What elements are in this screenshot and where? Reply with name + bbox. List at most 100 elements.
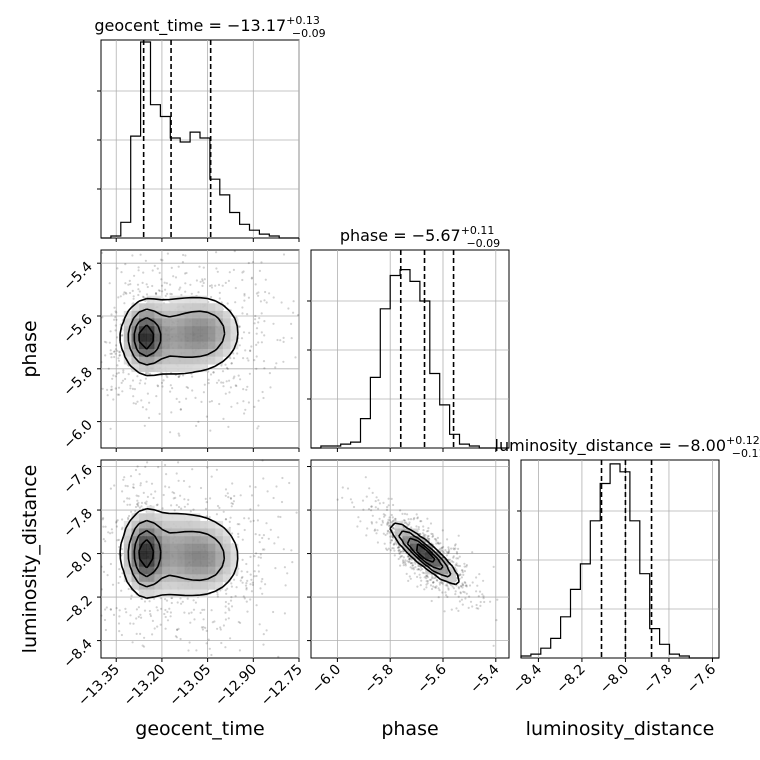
scatter-point: [425, 580, 428, 583]
density-cell: [123, 559, 132, 567]
scatter-point: [192, 599, 195, 602]
scatter-point: [374, 528, 377, 531]
scatter-point: [158, 412, 161, 415]
scatter-point: [120, 334, 123, 337]
scatter-point: [216, 591, 219, 594]
density-cell: [131, 551, 140, 560]
scatter-point: [239, 378, 242, 381]
scatter-point: [463, 562, 466, 565]
scatter-point: [139, 482, 142, 485]
scatter-point: [228, 609, 231, 612]
scatter-point: [394, 517, 397, 520]
density-cell: [177, 581, 186, 590]
scatter-point: [244, 408, 247, 411]
scatter-point: [159, 258, 163, 261]
scatter-point: [198, 265, 201, 268]
scatter-point: [375, 532, 378, 535]
scatter-point: [429, 584, 433, 587]
scatter-point: [193, 618, 196, 621]
density-cell: [177, 566, 186, 575]
scatter-point: [187, 498, 190, 501]
scatter-point: [142, 645, 146, 648]
scatter-point: [195, 279, 198, 282]
scatter-point: [137, 293, 140, 297]
scatter-point: [404, 564, 407, 567]
scatter-point: [106, 574, 109, 577]
scatter-point: [174, 496, 177, 499]
scatter-point: [457, 587, 461, 590]
scatter-point: [435, 585, 438, 588]
scatter-point: [370, 509, 373, 512]
density-cell: [215, 356, 224, 365]
density-cell: [192, 356, 201, 365]
scatter-point: [370, 522, 374, 525]
scatter-point: [239, 579, 242, 582]
panel-title: luminosity_distance = −8.00+0.12−0.11: [495, 434, 760, 460]
scatter-point: [202, 391, 205, 394]
scatter-point: [455, 564, 458, 567]
scatter-point: [393, 531, 396, 534]
scatter-point: [451, 585, 454, 588]
title-main: luminosity_distance = −8.00: [495, 436, 726, 456]
scatter-point: [135, 617, 138, 620]
scatter-point: [229, 386, 232, 389]
scatter-point: [245, 562, 248, 566]
scatter-point: [252, 519, 255, 522]
scatter-point: [100, 565, 103, 568]
scatter-point: [136, 375, 139, 378]
scatter-point: [258, 317, 261, 320]
scatter-point: [146, 392, 149, 395]
scatter-point: [162, 493, 165, 497]
scatter-point: [452, 556, 455, 559]
scatter-point: [408, 523, 411, 526]
density-cell: [402, 536, 411, 545]
scatter-point: [120, 271, 123, 274]
density-cell: [207, 341, 216, 350]
scatter-point: [161, 259, 164, 262]
density-cell: [131, 581, 140, 590]
scatter-point: [151, 284, 154, 288]
scatter-point: [290, 337, 293, 340]
scatter-point: [111, 377, 114, 380]
scatter-point: [113, 484, 116, 487]
scatter-point: [434, 586, 437, 589]
scatter-point: [154, 490, 157, 493]
scatter-point: [272, 296, 275, 299]
scatter-point: [246, 357, 249, 360]
scatter-point: [454, 563, 457, 567]
scatter-point: [250, 590, 253, 593]
scatter-point: [419, 576, 422, 579]
scatter-point: [399, 550, 402, 553]
scatter-point: [245, 388, 248, 391]
scatter-point: [247, 261, 250, 265]
density-cell: [230, 326, 239, 335]
scatter-point: [409, 577, 412, 580]
scatter-point: [461, 569, 464, 572]
scatter-point: [169, 390, 172, 393]
scatter-point: [257, 425, 260, 428]
scatter-point: [268, 292, 271, 295]
density-cell: [169, 551, 178, 560]
scatter-point: [460, 569, 463, 572]
scatter-point: [215, 513, 218, 516]
density-cell: [146, 333, 155, 342]
scatter-point: [411, 564, 414, 567]
scatter-point: [205, 642, 208, 645]
density-cell: [215, 543, 224, 552]
scatter-point: [477, 595, 480, 598]
scatter-point: [173, 509, 176, 512]
scatter-point: [200, 626, 203, 629]
scatter-point: [113, 355, 116, 359]
scatter-point: [174, 276, 178, 279]
density-cell: [131, 520, 140, 529]
scatter-point: [137, 501, 140, 504]
scatter-point: [114, 316, 117, 319]
scatter-point: [260, 580, 263, 583]
scatter-point: [423, 572, 426, 575]
scatter-point: [230, 596, 233, 599]
density-cell: [161, 356, 170, 365]
scatter-point: [468, 584, 472, 587]
x-tick-label: −7.8: [640, 662, 675, 697]
density-cell: [177, 536, 186, 545]
density-cell: [161, 566, 170, 575]
